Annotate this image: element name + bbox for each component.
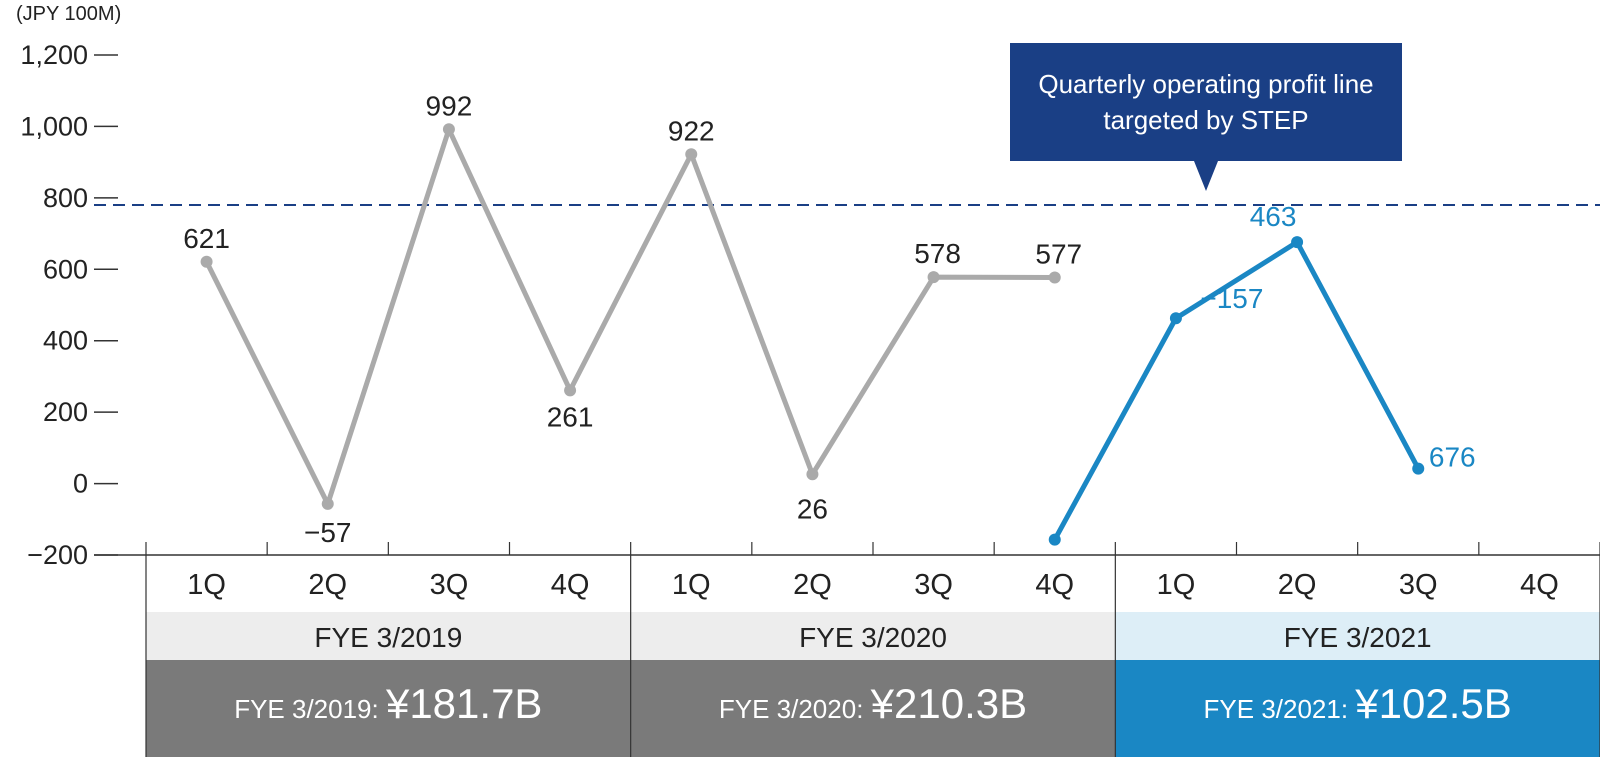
category-table: FYE 3/2019 FYE 3/2019: ¥181.7B FYE 3/2020 F…: [94, 542, 1600, 757]
data-point: [200, 255, 213, 268]
unit-label: (JPY 100M): [16, 3, 121, 25]
y-tick-label: 400: [43, 326, 88, 356]
fiscal-year-label: FYE 3/2021: [1284, 622, 1432, 653]
data-label: −57: [304, 517, 352, 548]
data-point: [1048, 271, 1061, 284]
x-tick-label: 1Q: [1157, 569, 1196, 601]
x-tick-label: 2Q: [308, 569, 347, 601]
data-label: 992: [426, 90, 473, 121]
data-point: [1169, 312, 1182, 325]
fiscal-year-label: FYE 3/2019: [314, 622, 462, 653]
y-tick-label: 1,000: [20, 111, 88, 141]
annual-total-box: [1115, 660, 1600, 757]
data-label: 922: [668, 115, 715, 146]
data-label: −157: [1200, 283, 1263, 314]
data-label: 621: [183, 223, 230, 254]
annual-total-text: FYE 3/2019: ¥181.7B: [234, 680, 542, 727]
data-point: [927, 271, 940, 284]
fiscal-year-band: [1115, 612, 1600, 660]
annual-total-prefix: FYE 3/2019:: [234, 694, 386, 724]
x-tick-label: 2Q: [793, 569, 832, 601]
target-line-group: Quarterly operating profit line targeted …: [94, 43, 1600, 206]
data-point: [321, 497, 334, 510]
y-tick-label: 600: [43, 254, 88, 284]
y-tick-label: 800: [43, 183, 88, 213]
fiscal-year-band: [146, 612, 631, 660]
y-tick-label: −200: [27, 540, 88, 570]
y-axis: −200 0 200 400 600 800 1,000 1,200: [20, 40, 118, 570]
annual-total-prefix: FYE 3/2020:: [719, 694, 871, 724]
target-callout-box: [1010, 43, 1402, 191]
annual-total-value: ¥102.5B: [1354, 680, 1511, 727]
data-point: [806, 468, 819, 481]
annual-total-value: ¥181.7B: [385, 680, 542, 727]
data-point: [685, 148, 698, 161]
x-tick-label: 3Q: [914, 569, 953, 601]
annual-total-text: FYE 3/2020: ¥210.3B: [719, 680, 1027, 727]
x-tick-label: 1Q: [672, 569, 711, 601]
x-tick-label: 2Q: [1278, 569, 1317, 601]
annual-total-box: [146, 660, 631, 757]
data-label: 261: [547, 401, 594, 432]
data-label: 577: [1035, 239, 1082, 270]
target-callout-text: targeted by STEP: [1103, 105, 1308, 135]
annual-total-text: FYE 3/2021: ¥102.5B: [1204, 680, 1512, 727]
data-point: [1412, 462, 1425, 475]
x-tick-label: 1Q: [187, 569, 226, 601]
x-tick-label: 3Q: [1399, 569, 1438, 601]
y-tick-label: 200: [43, 397, 88, 427]
annual-total-box: [630, 660, 1116, 757]
fiscal-year-band: [630, 612, 1116, 660]
x-tick-label: 4Q: [1520, 569, 1559, 601]
data-label: 676: [1429, 442, 1476, 473]
series-line-1: [204, 126, 1055, 507]
annual-total-value: ¥210.3B: [870, 680, 1027, 727]
x-tick-label: 4Q: [551, 569, 590, 601]
data-point: [1048, 533, 1061, 546]
data-label: 26: [797, 493, 828, 524]
y-tick-label: 0: [73, 469, 88, 499]
series-group: 621 −57 992 261 922 26 578 577 −157 463 676: [183, 90, 1475, 548]
fiscal-year-label: FYE 3/2020: [799, 622, 947, 653]
data-point: [564, 384, 577, 397]
data-label: 578: [914, 238, 961, 269]
target-callout-text: Quarterly operating profit line: [1038, 69, 1373, 99]
x-tick-label: 3Q: [430, 569, 469, 601]
x-tick-label: 4Q: [1035, 569, 1074, 601]
annual-total-prefix: FYE 3/2021:: [1204, 694, 1356, 724]
data-label: 463: [1250, 201, 1297, 232]
data-point: [1291, 236, 1304, 249]
series-line-2: [1052, 239, 1421, 541]
y-tick-label: 1,200: [20, 40, 88, 70]
data-point: [442, 123, 455, 136]
